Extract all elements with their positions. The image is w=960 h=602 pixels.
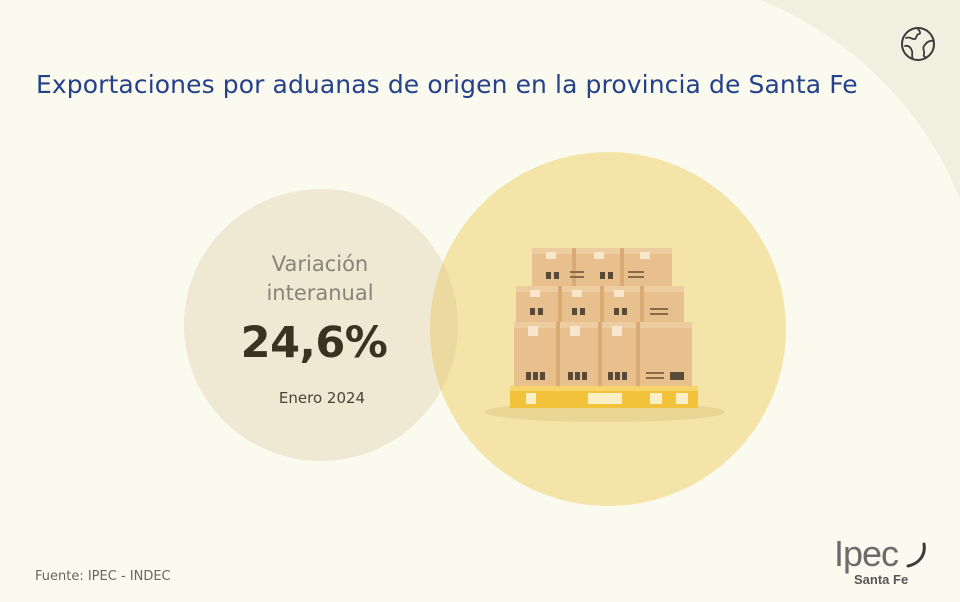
- stat-label-line2: interanual: [266, 281, 374, 305]
- stat-label-line1: Variación: [271, 252, 369, 276]
- logo-subtitle: Santa Fe: [854, 572, 909, 587]
- stat-value: 24,6%: [240, 318, 388, 368]
- pallet-boxes-illustration: [485, 248, 725, 422]
- ipec-logo: Ipec Santa Fe: [832, 532, 932, 592]
- logo-word: Ipec: [834, 533, 899, 574]
- page-title: Exportaciones por aduanas de origen en l…: [36, 70, 858, 99]
- stat-circle: [184, 189, 458, 461]
- globe-icon: [901, 27, 935, 61]
- stat-label: Variación interanual: [238, 250, 402, 308]
- logo-swoosh-icon: [906, 542, 926, 568]
- source-note: Fuente: IPEC - INDEC: [35, 569, 171, 584]
- stat-period: Enero 2024: [278, 389, 366, 407]
